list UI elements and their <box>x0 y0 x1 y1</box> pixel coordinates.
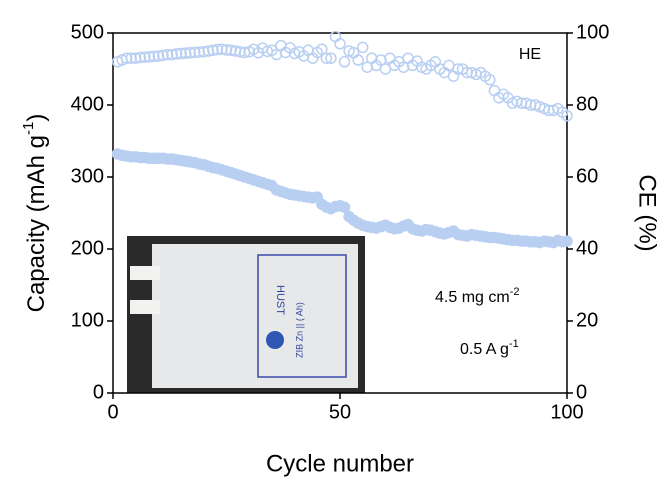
data-point <box>157 49 169 62</box>
x-tick-label: 0 <box>107 401 118 423</box>
y-axis-label: Capacity (mAh g-1) <box>20 114 50 313</box>
y-tick-label: 200 <box>71 237 104 259</box>
inset-photo: HUST ZIB Zn || ( Ah) <box>127 236 365 393</box>
data-point <box>338 201 351 213</box>
y2-tick-label: 20 <box>576 309 598 331</box>
data-point <box>334 38 346 50</box>
data-point <box>188 46 201 59</box>
data-point <box>175 47 187 60</box>
y-tick-label: 300 <box>71 165 104 187</box>
y2-tick-label: 0 <box>576 381 587 403</box>
data-point <box>325 52 337 64</box>
annotation: 4.5 mg cm-2 <box>435 286 519 306</box>
annotation-sup: -1 <box>509 338 519 350</box>
data-point <box>234 45 246 58</box>
data-point <box>220 44 233 56</box>
data-point <box>356 41 369 54</box>
annotation-sup: -2 <box>510 286 520 298</box>
data-point <box>352 54 364 66</box>
data-point <box>447 70 460 82</box>
data-point <box>139 51 151 63</box>
logo <box>266 331 284 349</box>
inset-text: ZIB Zn || ( Ah) <box>294 302 304 358</box>
data-point <box>134 51 146 64</box>
x-axis-label: Cycle number <box>266 450 414 477</box>
data-point <box>320 52 333 64</box>
data-point <box>211 43 224 56</box>
inset-text: HUST <box>274 285 286 315</box>
data-point <box>161 48 174 61</box>
x-tick-label: 50 <box>329 401 351 423</box>
data-point <box>207 44 219 57</box>
y-tick-label: 100 <box>71 309 104 331</box>
data-point <box>484 74 496 86</box>
data-point <box>193 46 206 58</box>
data-point <box>561 235 573 247</box>
y-tick-label: 0 <box>93 381 104 403</box>
cell-tab <box>130 300 160 314</box>
annotation-text: 4.5 mg cm <box>435 289 510 306</box>
data-point <box>366 52 378 64</box>
data-point <box>170 48 183 60</box>
cell-tab <box>130 266 160 280</box>
y2-tick-label: 40 <box>576 237 598 259</box>
y2-tick-label: 60 <box>576 165 598 187</box>
data-point <box>216 43 228 55</box>
data-point <box>561 110 573 122</box>
y-label-tail: ) <box>23 114 50 122</box>
pouch-cell <box>152 244 358 388</box>
label-frame <box>257 254 347 378</box>
y-tick-label: 500 <box>71 21 104 43</box>
data-point <box>125 52 137 64</box>
data-point <box>166 48 178 61</box>
x-tick-label: 100 <box>550 401 583 423</box>
y2-tick-label: 100 <box>576 21 609 43</box>
data-point <box>338 56 351 68</box>
y-label-text: Capacity (mAh g <box>23 135 50 312</box>
data-point <box>148 50 160 63</box>
y-label-sup: -1 <box>20 122 37 135</box>
y-tick-label: 400 <box>71 93 104 115</box>
data-point <box>143 51 156 63</box>
data-point <box>179 47 192 59</box>
y2-axis-label: CE (%) <box>634 174 661 251</box>
annotation: HE <box>519 46 541 63</box>
data-point <box>120 52 133 64</box>
y2-tick-label: 80 <box>576 93 598 115</box>
annotation-text: 0.5 A g <box>460 341 509 358</box>
data-point <box>184 47 196 59</box>
data-point <box>129 52 142 64</box>
data-point <box>316 43 328 55</box>
annotation: 0.5 A g-1 <box>460 338 519 358</box>
